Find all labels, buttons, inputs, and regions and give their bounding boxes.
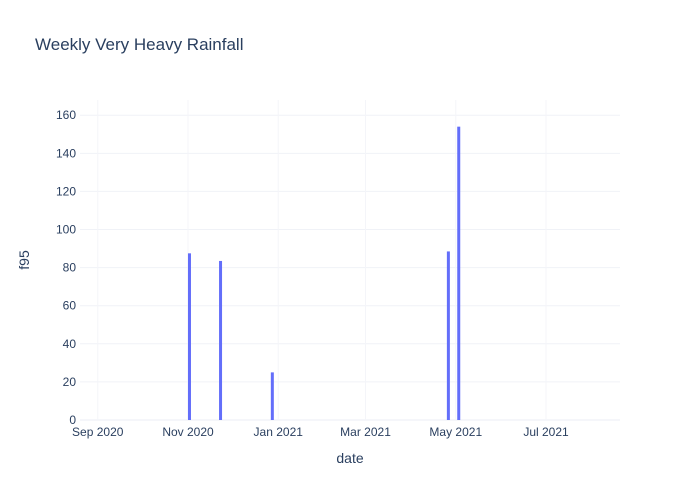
bar — [219, 260, 223, 420]
bar — [446, 251, 450, 420]
x-tick-label: Nov 2020 — [162, 425, 214, 439]
bar — [270, 372, 274, 420]
plot-background — [80, 100, 620, 420]
x-tick-label: May 2021 — [429, 425, 482, 439]
x-tick-label: Sep 2020 — [72, 425, 124, 439]
y-axis-ticks: 0 20 40 60 80 100 120 140 160 — [56, 108, 76, 427]
chart-title: Weekly Very Heavy Rainfall — [35, 35, 244, 54]
bar — [187, 253, 191, 420]
y-tick-label: 80 — [63, 261, 77, 275]
plot-area — [80, 100, 620, 420]
bar — [457, 126, 461, 421]
x-tick-label: Jul 2021 — [523, 425, 569, 439]
y-tick-label: 160 — [56, 108, 76, 122]
y-tick-label: 60 — [63, 299, 77, 313]
x-axis-title: date — [336, 450, 363, 466]
y-axis-title: f95 — [16, 250, 32, 270]
x-tick-label: Mar 2021 — [340, 425, 391, 439]
x-axis-ticks: Sep 2020 Nov 2020 Jan 2021 Mar 2021 May 2021… — [72, 425, 569, 439]
y-tick-label: 120 — [56, 184, 76, 198]
y-tick-label: 0 — [69, 413, 76, 427]
y-tick-label: 40 — [63, 337, 77, 351]
y-tick-label: 100 — [56, 223, 76, 237]
bars — [187, 126, 461, 421]
y-tick-label: 140 — [56, 146, 76, 160]
y-tick-label: 20 — [63, 375, 77, 389]
x-tick-label: Jan 2021 — [254, 425, 304, 439]
